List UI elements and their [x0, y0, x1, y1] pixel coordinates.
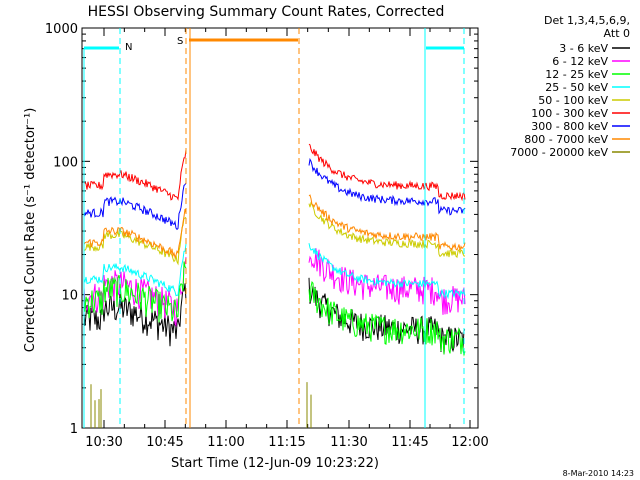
series-line-right [308, 281, 466, 357]
x-tick-label: 10:30 [85, 435, 122, 450]
plot-area [81, 27, 479, 429]
x-tick-label: 11:45 [391, 435, 428, 450]
series-line-right [308, 194, 466, 251]
x-tick-label: 11:30 [330, 435, 367, 450]
x-tick-label: 11:00 [207, 435, 244, 450]
date-stamp: 8-Mar-2010 14:23 [563, 469, 634, 478]
night-label: N [125, 42, 132, 53]
series-line-left [83, 283, 187, 347]
legend-header-line1: Det 1,3,4,5,6,9, [544, 14, 630, 27]
series-line-left [83, 182, 187, 231]
legend-label: 7000 - 20000 keV [510, 146, 608, 159]
x-tick-label: 12:00 [451, 435, 488, 450]
legend-label: 300 - 800 keV [531, 120, 608, 133]
x-tick-label: 10:45 [146, 435, 183, 450]
series-line-left [83, 208, 187, 259]
legend-label: 12 - 25 keV [545, 68, 608, 81]
traces [83, 143, 466, 428]
chart-title: HESSI Observing Summary Count Rates, Cor… [88, 4, 445, 20]
legend-header-line2: Att 0 [604, 27, 630, 40]
series-line-right [308, 157, 466, 216]
series-line-left [83, 243, 187, 297]
legend-label: 3 - 6 keV [559, 42, 608, 55]
x-axis-label: Start Time (12-Jun-09 10:23:22) [171, 456, 379, 471]
x-tick-label: 11:15 [268, 435, 305, 450]
y-tick-label: 10 [61, 289, 78, 304]
plot-frame [81, 27, 479, 429]
legend-label: 800 - 7000 keV [524, 133, 608, 146]
series-line-left [83, 149, 187, 201]
series-line-right [308, 201, 466, 259]
series-line-left [83, 257, 187, 328]
series-line-right [308, 243, 466, 300]
series-line-right [308, 143, 466, 202]
y-tick-label: 1 [70, 422, 78, 437]
y-tick-label: 1000 [45, 22, 78, 37]
series-line-right [308, 248, 466, 315]
y-tick-label: 100 [53, 155, 78, 170]
legend-label: 100 - 300 keV [531, 107, 608, 120]
legend-label: 25 - 50 keV [545, 81, 608, 94]
legend-label: 50 - 100 keV [538, 94, 608, 107]
series-line-left [83, 261, 187, 323]
saa-label: S [177, 36, 183, 47]
legend-label: 6 - 12 keV [552, 55, 608, 68]
y-axis-label: Corrected Count Rate (s⁻¹ detector⁻¹) [23, 108, 38, 353]
